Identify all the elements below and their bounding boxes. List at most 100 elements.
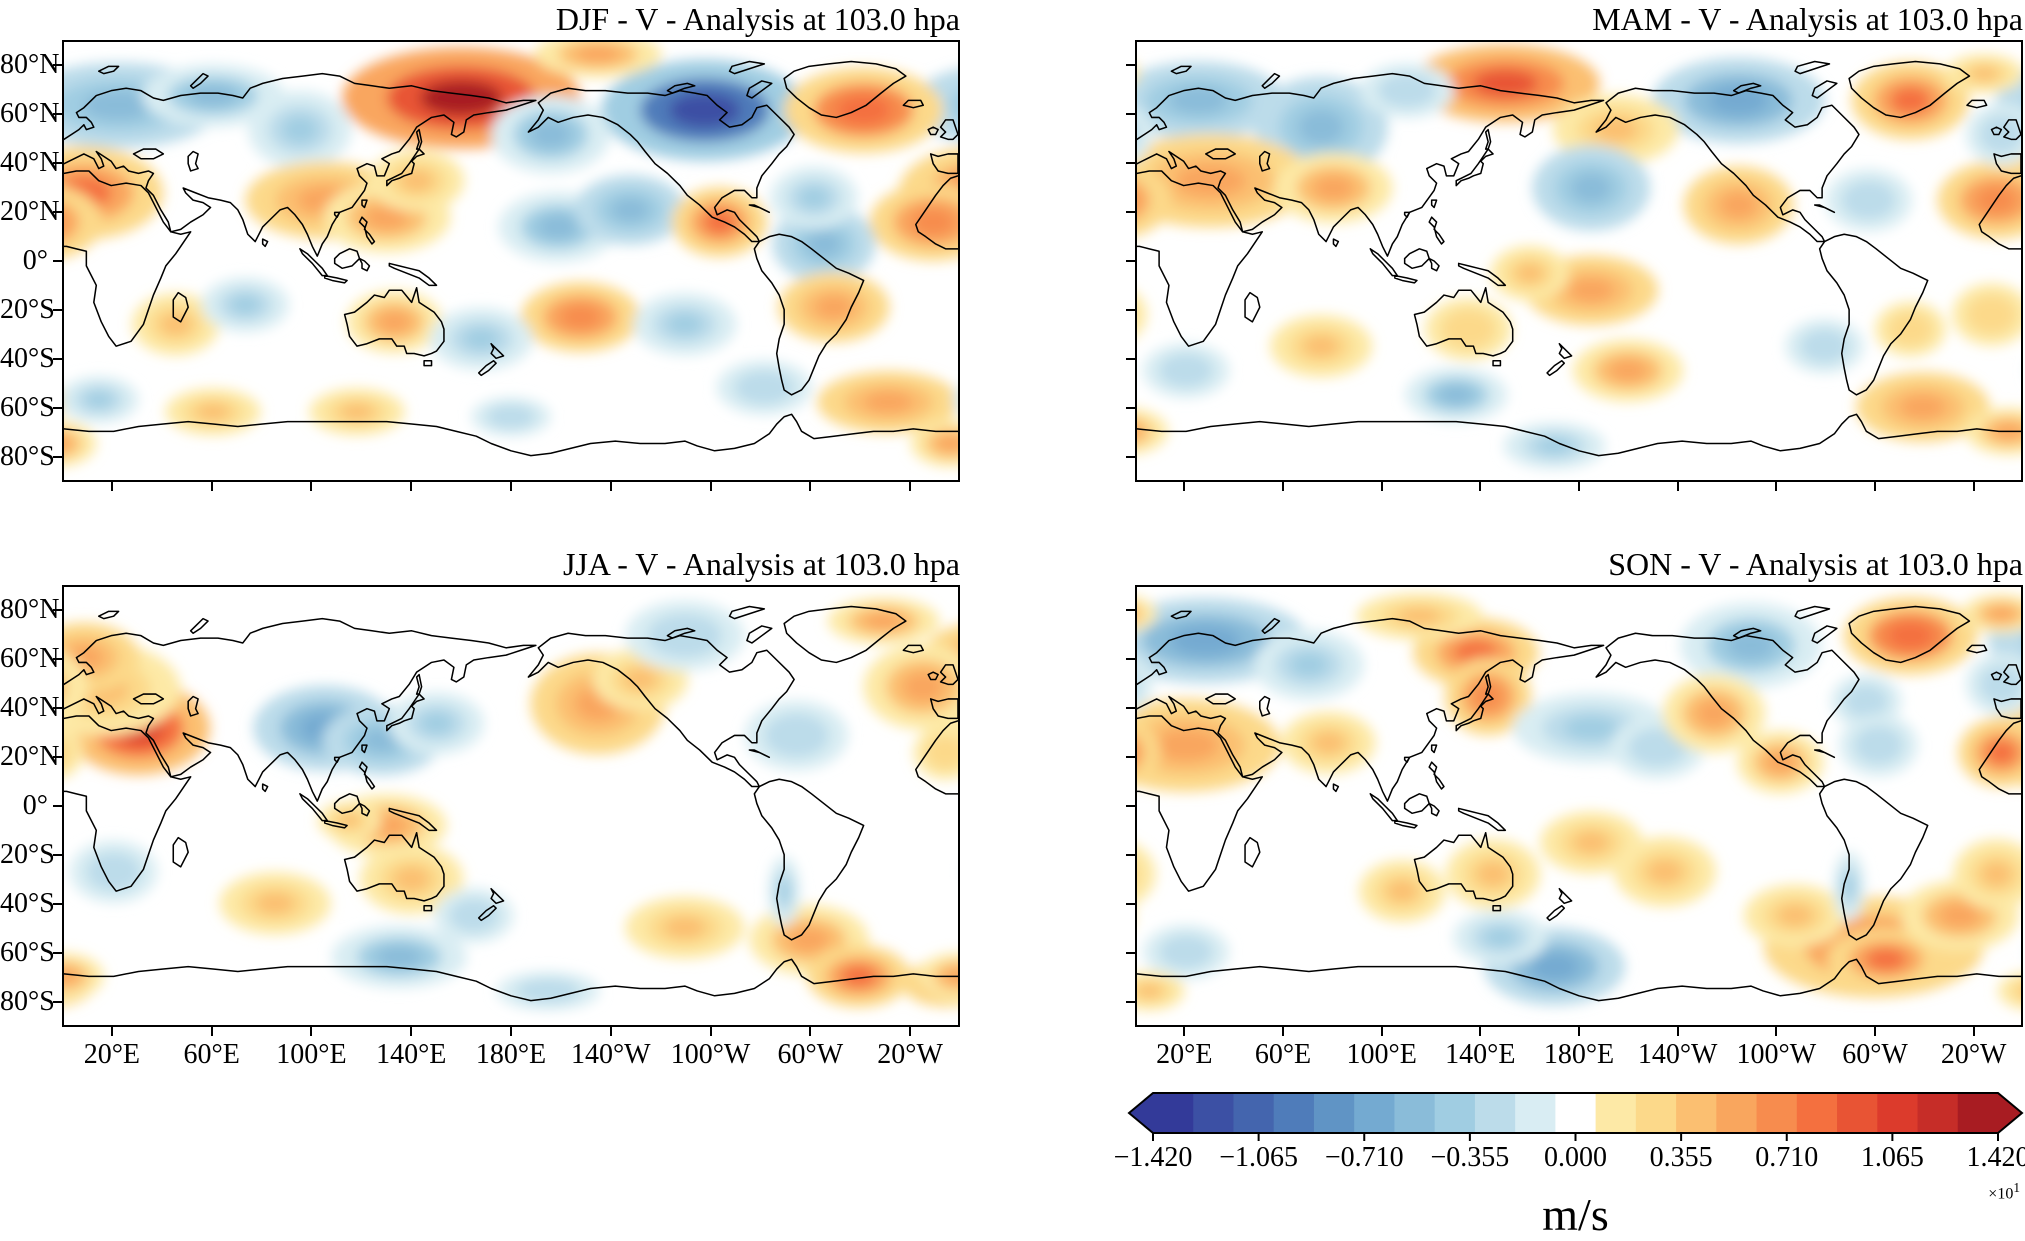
x-tick: [1775, 1027, 1777, 1036]
y-tick-label: 0°: [0, 245, 48, 277]
x-tick: [510, 482, 512, 491]
x-tick: [909, 482, 911, 491]
colorbar-tick-label: 0.710: [1755, 1142, 1818, 1174]
x-tick-label: 60°E: [184, 1039, 240, 1071]
colorbar-tick-label: −1.420: [1114, 1142, 1193, 1174]
x-tick: [1183, 1027, 1185, 1036]
x-tick: [1874, 482, 1876, 491]
x-tick: [410, 1027, 412, 1036]
x-tick: [111, 1027, 113, 1036]
y-tick-label: 20°S: [0, 294, 48, 326]
y-tick-label: 40°N: [0, 147, 48, 179]
y-tick: [1126, 805, 1135, 807]
x-tick: [1677, 482, 1679, 491]
x-tick: [809, 482, 811, 491]
y-tick-label: 40°S: [0, 888, 48, 920]
x-tick-label: 100°E: [276, 1039, 346, 1071]
y-tick: [1126, 309, 1135, 311]
y-tick: [1126, 1001, 1135, 1003]
x-tick: [710, 1027, 712, 1036]
x-tick-label: 60°W: [1842, 1039, 1908, 1071]
x-tick-label: 100°W: [1737, 1039, 1817, 1071]
y-tick: [1126, 854, 1135, 856]
x-tick: [1578, 1027, 1580, 1036]
y-tick-label: 0°: [0, 790, 48, 822]
x-tick: [1775, 482, 1777, 491]
panel-title-jja: JJA - V - Analysis at 103.0 hpa: [62, 547, 960, 581]
y-tick-label: 80°S: [0, 986, 48, 1018]
y-tick: [1126, 211, 1135, 213]
panel-title-son: SON - V - Analysis at 103.0 hpa: [1135, 547, 2023, 581]
colorbar-tick-label: −0.710: [1325, 1142, 1404, 1174]
colorbar-tick-label: 0.000: [1544, 1142, 1607, 1174]
x-tick-label: 140°W: [1638, 1039, 1718, 1071]
colorbar-tick-label: 1.420: [1967, 1142, 2025, 1174]
y-tick: [1126, 756, 1135, 758]
colorbar-tick-label: −0.355: [1430, 1142, 1509, 1174]
y-tick-label: 80°S: [0, 441, 48, 473]
y-tick: [53, 260, 62, 262]
x-tick-label: 140°W: [571, 1039, 651, 1071]
x-tick: [1479, 482, 1481, 491]
x-tick: [1381, 482, 1383, 491]
x-tick-label: 60°E: [1255, 1039, 1311, 1071]
y-tick: [1126, 64, 1135, 66]
map-panel-jja: [62, 585, 960, 1027]
colorbar-tick-label: −1.065: [1219, 1142, 1298, 1174]
y-tick: [1126, 658, 1135, 660]
panel-title-djf: DJF - V - Analysis at 103.0 hpa: [62, 2, 960, 36]
x-tick: [710, 482, 712, 491]
contour-map-mam: [1137, 42, 2021, 480]
colorbar-svg: [1125, 1088, 2025, 1148]
map-panel-mam: [1135, 40, 2023, 482]
y-tick-label: 60°N: [0, 98, 48, 130]
y-tick: [1126, 609, 1135, 611]
y-tick: [1126, 260, 1135, 262]
colorbar: [1125, 1088, 2025, 1148]
y-tick-label: 60°S: [0, 937, 48, 969]
x-tick: [310, 1027, 312, 1036]
x-tick: [410, 482, 412, 491]
colorbar-tick-label: 1.065: [1861, 1142, 1924, 1174]
x-tick: [1479, 1027, 1481, 1036]
x-tick: [1874, 1027, 1876, 1036]
y-tick: [1126, 162, 1135, 164]
x-tick: [1282, 482, 1284, 491]
colorbar-tick-label: 0.355: [1650, 1142, 1713, 1174]
map-panel-djf: [62, 40, 960, 482]
y-tick-label: 40°S: [0, 343, 48, 375]
x-tick-label: 20°E: [1156, 1039, 1212, 1071]
y-tick: [1126, 113, 1135, 115]
x-tick-label: 20°E: [84, 1039, 140, 1071]
y-tick: [1126, 358, 1135, 360]
y-tick: [1126, 952, 1135, 954]
x-tick-label: 140°E: [1445, 1039, 1515, 1071]
x-tick: [1973, 1027, 1975, 1036]
contour-map-son: [1137, 587, 2021, 1025]
x-tick: [211, 1027, 213, 1036]
colorbar-unit-label: m/s: [1153, 1188, 1998, 1241]
x-tick: [1282, 1027, 1284, 1036]
y-tick-label: 80°N: [0, 49, 48, 81]
y-tick: [53, 805, 62, 807]
x-tick-label: 60°W: [778, 1039, 844, 1071]
x-tick: [809, 1027, 811, 1036]
y-tick: [1126, 407, 1135, 409]
x-tick-label: 140°E: [376, 1039, 446, 1071]
panel-title-mam: MAM - V - Analysis at 103.0 hpa: [1135, 2, 2023, 36]
x-tick-label: 20°W: [877, 1039, 943, 1071]
x-tick-label: 180°E: [476, 1039, 546, 1071]
contour-map-djf: [64, 42, 958, 480]
y-tick: [1126, 707, 1135, 709]
y-tick-label: 60°S: [0, 392, 48, 424]
y-tick-label: 60°N: [0, 643, 48, 675]
x-tick: [610, 1027, 612, 1036]
x-tick: [510, 1027, 512, 1036]
x-tick: [1578, 482, 1580, 491]
x-tick-label: 100°E: [1347, 1039, 1417, 1071]
y-tick-label: 20°N: [0, 741, 48, 773]
y-tick-label: 20°N: [0, 196, 48, 228]
x-tick: [310, 482, 312, 491]
x-tick: [111, 482, 113, 491]
